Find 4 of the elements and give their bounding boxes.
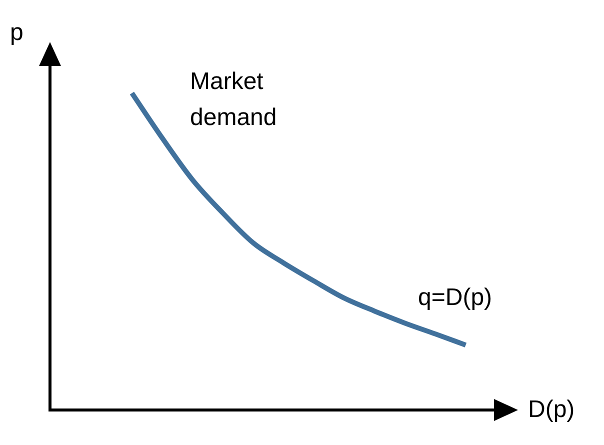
annotation: q=D(p) bbox=[418, 283, 492, 313]
annotation: Market demand bbox=[190, 67, 278, 133]
x-axis-title: D(p) bbox=[528, 395, 575, 425]
y-axis-title: p bbox=[10, 18, 24, 48]
